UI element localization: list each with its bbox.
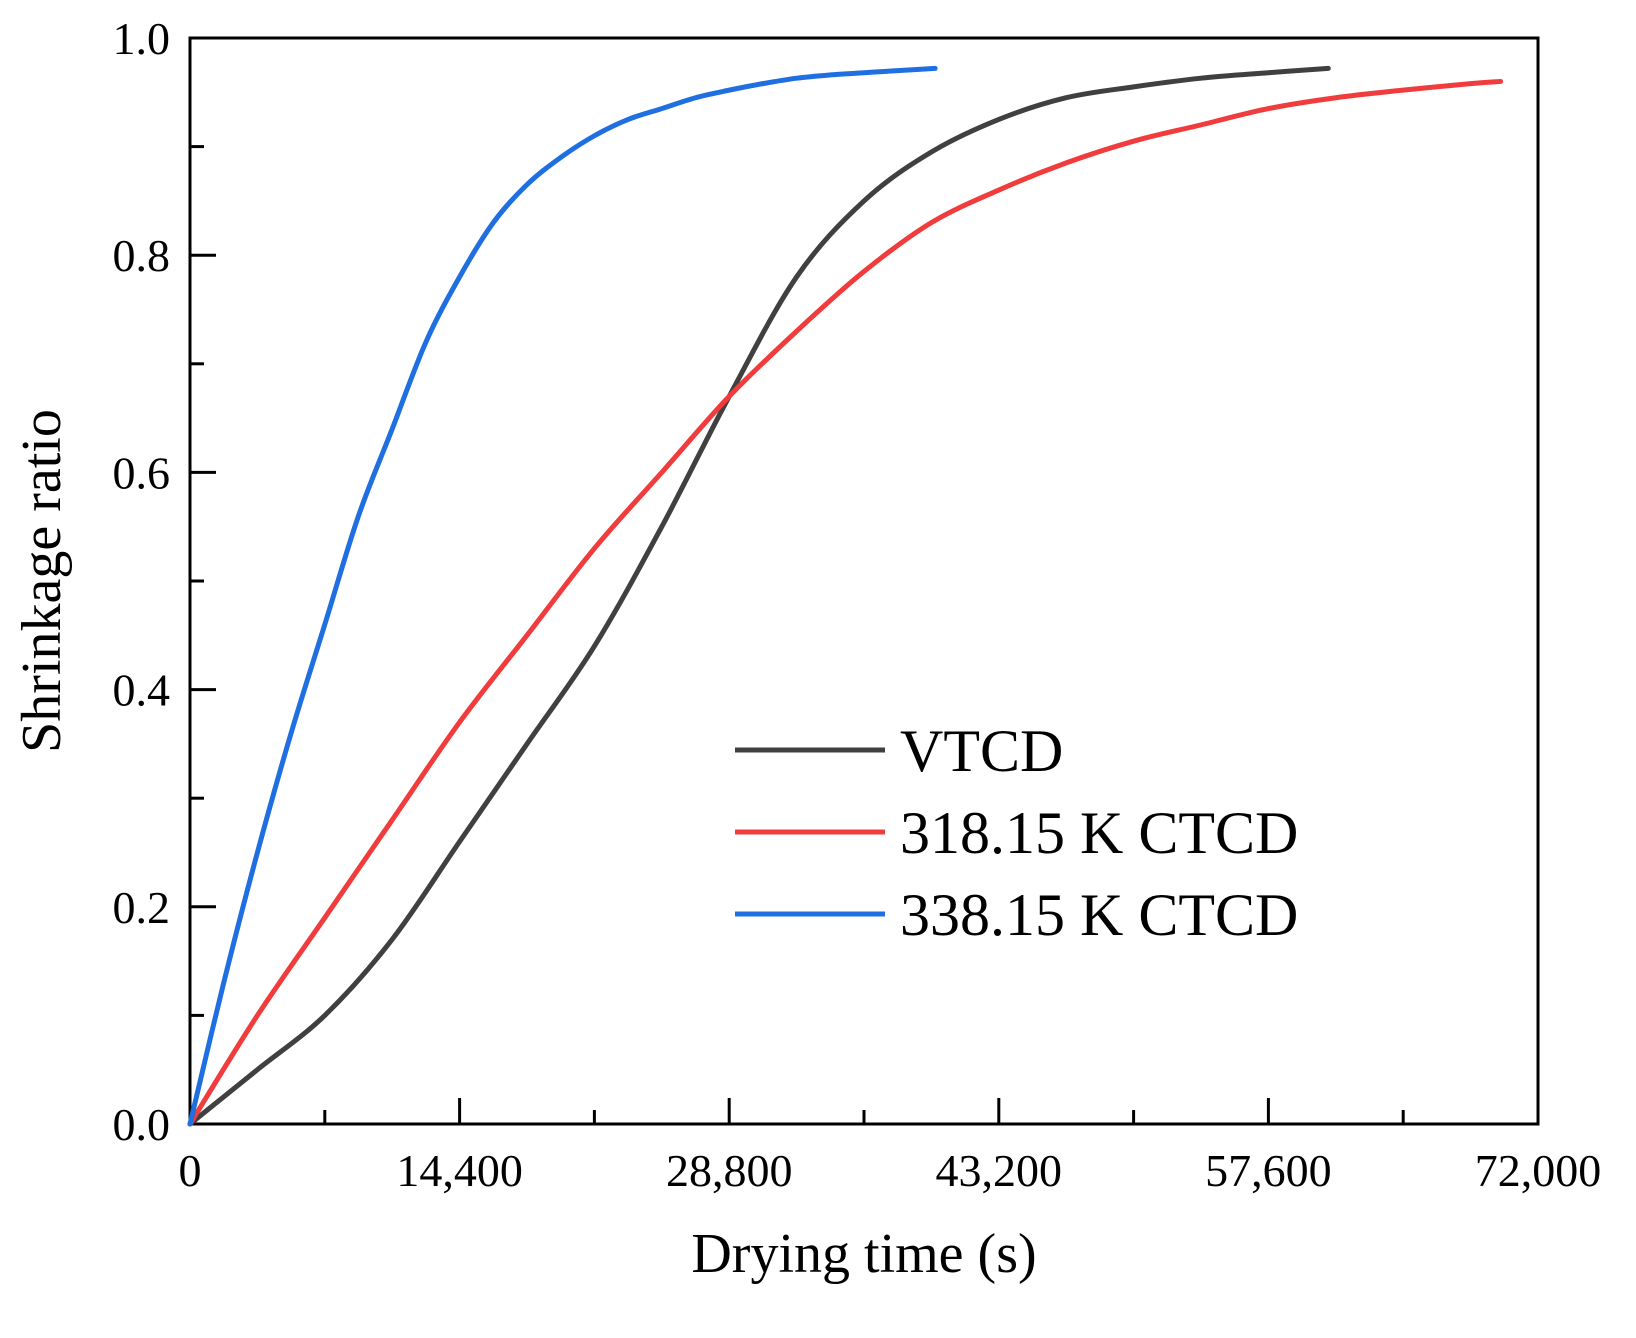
legend-label-318-15-k-ctcd: 318.15 K CTCD [900,800,1298,866]
y-tick-label: 0.0 [113,1099,171,1150]
series-line-338-15-k-ctcd [187,65,938,1127]
series-lines [187,65,1504,1127]
y-axis-title: Shrinkage ratio [11,409,73,753]
legend-label-vtcd: VTCD [900,718,1063,784]
y-tick-label: 0.2 [113,882,171,933]
y-tick-label: 0.6 [113,447,171,498]
x-axis-title: Drying time (s) [691,1223,1036,1285]
y-tick-label: 1.0 [113,13,171,64]
x-tick-label: 28,800 [666,1145,793,1196]
legend: VTCD 318.15 K CTCD 338.15 K CTCD [735,718,1298,948]
y-tick-label: 0.4 [113,665,171,716]
x-tick-label: 0 [179,1145,202,1196]
x-tick-label: 57,600 [1205,1145,1332,1196]
series-line-318-15-k-ctcd [187,78,1504,1127]
x-tick-label: 72,000 [1475,1145,1602,1196]
x-tick-label: 14,400 [396,1145,523,1196]
axis-ticks: 0 14,400 28,800 43,200 57,600 72,000 0.0 0.2 0.4… [113,13,1602,1196]
series-line-vtcd [187,65,1331,1127]
legend-label-338-15-k-ctcd: 338.15 K CTCD [900,882,1298,948]
y-tick-label: 0.8 [113,230,171,281]
x-tick-label: 43,200 [936,1145,1063,1196]
